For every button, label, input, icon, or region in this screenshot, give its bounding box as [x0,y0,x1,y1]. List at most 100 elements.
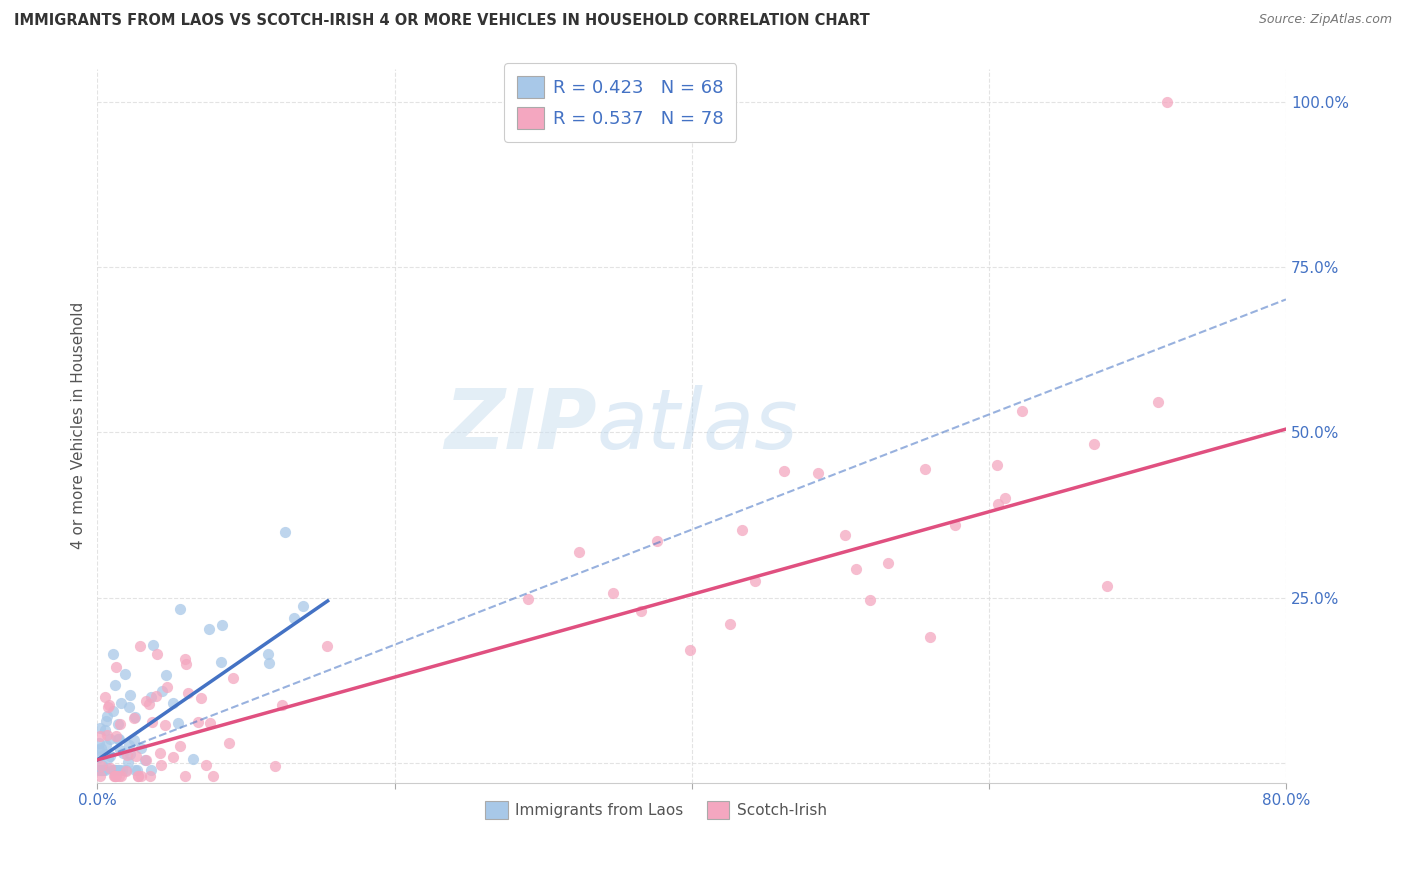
Point [177,686,200,700]
Point [150,758,173,772]
Point [97,699,120,714]
Point [141,715,163,730]
Point [731,523,754,537]
Point [101,704,124,718]
Point [122,711,145,725]
Point [120,688,142,702]
Point [104,660,127,674]
Point [104,763,127,777]
Point [117,756,139,770]
Point [94,714,117,728]
Point [153,717,176,731]
Point [94,739,117,753]
Point [104,769,127,783]
Point [115,763,138,777]
Point [104,769,127,783]
Y-axis label: 4 or more Vehicles in Household: 4 or more Vehicles in Household [72,302,86,549]
Point [167,716,190,731]
Point [104,763,127,777]
Point [162,750,184,764]
Point [630,603,652,617]
Point [103,769,125,783]
Point [138,698,160,712]
Point [111,763,134,777]
Point [169,739,191,754]
Point [718,616,741,631]
Point [91,763,114,777]
Point [94,747,117,761]
Point [89,763,111,777]
Point [90,759,112,773]
Point [744,574,766,588]
Point [107,763,129,777]
Point [987,497,1010,511]
Point [876,557,898,571]
Point [89,729,111,743]
Point [89,736,111,750]
Point [209,655,232,669]
Point [127,769,149,783]
Point [108,769,131,783]
Point [129,769,152,783]
Point [98,761,121,775]
Point [94,723,117,737]
Point [222,671,245,685]
Point [98,698,121,712]
Point [1095,579,1118,593]
Point [89,722,111,736]
Text: IMMIGRANTS FROM LAOS VS SCOTCH-IRISH 4 OR MORE VEHICLES IN HOUSEHOLD CORRELATION: IMMIGRANTS FROM LAOS VS SCOTCH-IRISH 4 O… [14,13,870,29]
Point [986,458,1008,472]
Point [103,763,125,777]
Text: Source: ZipAtlas.com: Source: ZipAtlas.com [1258,13,1392,27]
Point [270,698,292,712]
Point [89,769,111,783]
Point [645,533,668,548]
Point [108,743,131,757]
Point [678,643,700,657]
Point [602,586,624,600]
Point [943,517,966,532]
Point [283,610,305,624]
Point [568,545,591,559]
Point [316,639,339,653]
Point [918,630,941,644]
Point [259,657,281,671]
Point [114,667,136,681]
Point [174,652,197,666]
Point [90,763,112,777]
Point [124,710,146,724]
Point [845,562,868,576]
Point [127,769,149,783]
Point [104,769,127,783]
Point [156,680,179,694]
Point [149,747,172,761]
Point [114,764,136,778]
Point [162,696,184,710]
Point [190,690,212,705]
Point [96,708,118,723]
Point [139,769,162,783]
Text: atlas: atlas [596,385,799,467]
Point [108,717,131,731]
Point [1011,404,1033,418]
Point [91,758,114,772]
Point [200,715,222,730]
Point [994,491,1017,505]
Point [274,524,297,539]
Point [139,763,162,777]
Point [91,763,114,777]
Point [87,750,110,764]
Point [118,700,141,714]
Point [115,747,138,762]
Point [112,747,135,761]
Point [107,732,129,747]
Point [150,683,173,698]
Point [90,740,112,755]
Text: ZIP: ZIP [444,385,596,467]
Point [174,657,197,672]
Point [94,763,117,777]
Point [859,593,882,607]
Point [181,752,204,766]
Point [110,769,132,783]
Point [103,763,125,777]
